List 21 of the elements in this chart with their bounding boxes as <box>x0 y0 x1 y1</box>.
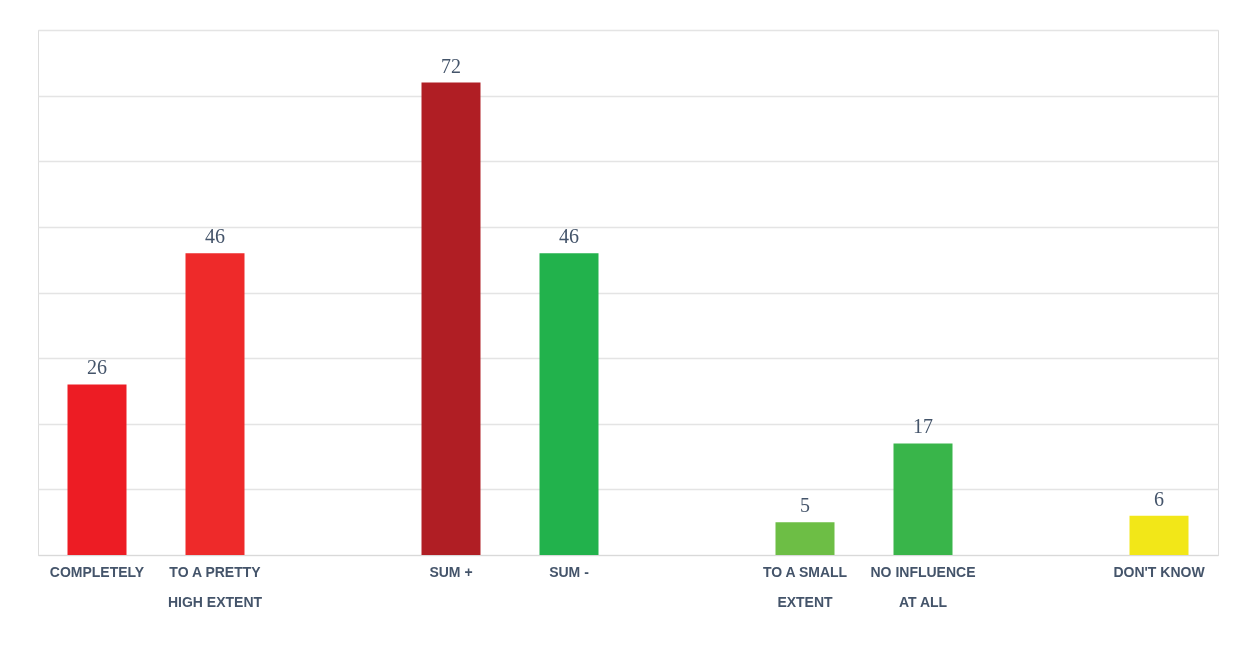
x-tick-label: TO A SMALL EXTENT <box>762 563 848 610</box>
data-label: 5 <box>800 494 810 517</box>
data-label: 26 <box>87 356 107 379</box>
data-label: 46 <box>559 225 579 248</box>
x-tick-label: COMPLETELY <box>49 563 145 580</box>
x-tick-label: DON'T KNOW <box>1113 563 1206 580</box>
bar <box>775 522 835 555</box>
bar <box>893 443 953 555</box>
data-label: 72 <box>441 54 461 77</box>
x-tick-label: NO INFLUENCE AT ALL <box>870 563 976 610</box>
x-tick-label: TO A PRETTY HIGH EXTENT <box>167 563 263 610</box>
data-label: 17 <box>913 415 933 438</box>
x-tick-label: SUM + <box>429 563 473 580</box>
data-label: 6 <box>1154 487 1164 510</box>
bar <box>185 253 245 555</box>
x-tick-label: SUM - <box>549 563 590 580</box>
data-label: 46 <box>205 225 225 248</box>
bar <box>1129 515 1189 555</box>
bar <box>67 384 127 555</box>
bar <box>421 82 481 555</box>
bar <box>539 253 599 555</box>
